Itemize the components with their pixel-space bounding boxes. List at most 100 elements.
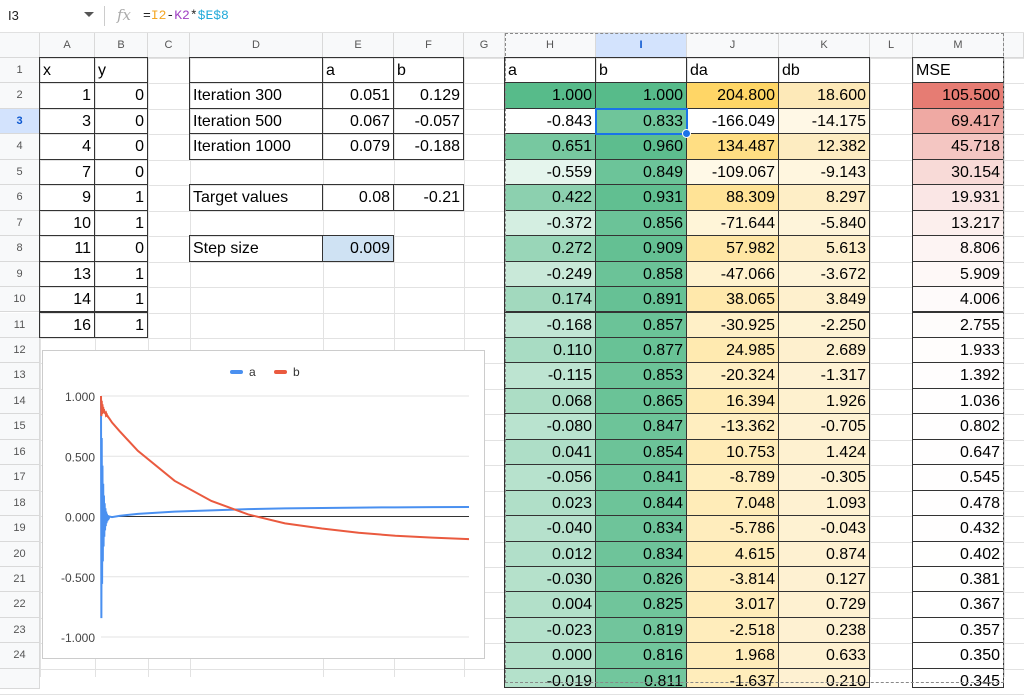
column-header-a[interactable]: A	[40, 33, 95, 58]
b-cell[interactable]: 0.816	[595, 642, 687, 668]
row-header-25[interactable]	[0, 669, 40, 689]
da-cell[interactable]: 7.048	[686, 490, 779, 516]
da-cell[interactable]: 4.615	[686, 541, 779, 567]
b-cell[interactable]: 0.856	[595, 210, 687, 236]
db-cell[interactable]: 1.424	[778, 439, 870, 465]
a-cell[interactable]: 0.041	[504, 439, 596, 465]
data-cell[interactable]: 0	[94, 82, 148, 108]
row-header-3[interactable]: 3	[0, 109, 40, 134]
mse-cell[interactable]: 19.931	[912, 184, 1004, 210]
a-cell[interactable]: 0.110	[504, 337, 596, 363]
data-cell[interactable]: 1	[94, 312, 148, 338]
value-cell[interactable]: 0.051	[322, 82, 394, 108]
db-cell[interactable]: 0.874	[778, 541, 870, 567]
db-cell[interactable]: 12.382	[778, 133, 870, 159]
data-cell[interactable]: 11	[39, 235, 95, 261]
db-cell[interactable]: 5.613	[778, 235, 870, 261]
da-cell[interactable]: 134.487	[686, 133, 779, 159]
mse-cell[interactable]: 0.345	[912, 668, 1004, 688]
db-cell[interactable]: 18.600	[778, 82, 870, 108]
db-cell[interactable]: 0.210	[778, 668, 870, 688]
mse-cell[interactable]: 1.933	[912, 337, 1004, 363]
data-cell[interactable]: 14	[39, 286, 95, 312]
data-cell[interactable]: 0	[94, 108, 148, 134]
target-b[interactable]: -0.21	[393, 184, 464, 210]
mse-cell[interactable]: 69.417	[912, 108, 1004, 134]
row-header-2[interactable]: 2	[0, 83, 40, 108]
a-cell[interactable]: 0.651	[504, 133, 596, 159]
data-cell[interactable]: 7	[39, 159, 95, 185]
a-cell[interactable]: -0.056	[504, 464, 596, 490]
data-cell[interactable]: 9	[39, 184, 95, 210]
mse-cell[interactable]: 45.718	[912, 133, 1004, 159]
data-cell[interactable]: 1	[94, 184, 148, 210]
b-cell[interactable]: 0.844	[595, 490, 687, 516]
row-header-11[interactable]: 11	[0, 313, 40, 338]
column-label[interactable]	[189, 57, 323, 83]
row-header-22[interactable]: 22	[0, 592, 40, 617]
mse-cell[interactable]: 0.357	[912, 617, 1004, 643]
b-cell[interactable]: 0.909	[595, 235, 687, 261]
db-cell[interactable]: -0.705	[778, 413, 870, 439]
b-cell[interactable]: 0.891	[595, 286, 687, 312]
row-header-16[interactable]: 16	[0, 440, 40, 465]
value-cell[interactable]: -0.057	[393, 108, 464, 134]
a-cell[interactable]: 0.004	[504, 591, 596, 617]
row-header-8[interactable]: 8	[0, 236, 40, 261]
step-size-value[interactable]: 0.009	[322, 235, 394, 261]
column-header-d[interactable]: D	[190, 33, 323, 58]
b-cell[interactable]: 0.849	[595, 159, 687, 185]
da-cell[interactable]: -47.066	[686, 261, 779, 287]
column-label[interactable]: y	[94, 57, 148, 83]
target-label[interactable]: Target values	[189, 184, 323, 210]
b-cell[interactable]: 0.931	[595, 184, 687, 210]
mse-cell[interactable]: 5.909	[912, 261, 1004, 287]
db-cell[interactable]: -2.250	[778, 312, 870, 338]
row-header-20[interactable]: 20	[0, 542, 40, 567]
mse-cell[interactable]: 1.036	[912, 388, 1004, 414]
data-cell[interactable]: 16	[39, 312, 95, 338]
a-cell[interactable]: 0.012	[504, 541, 596, 567]
mse-cell[interactable]: 30.154	[912, 159, 1004, 185]
da-cell[interactable]: 204.800	[686, 82, 779, 108]
name-box-dropdown-icon[interactable]	[84, 12, 94, 17]
b-cell[interactable]: 0.826	[595, 566, 687, 592]
db-cell[interactable]: -0.305	[778, 464, 870, 490]
row-label[interactable]: Iteration 500	[189, 108, 323, 134]
a-cell[interactable]: -0.115	[504, 362, 596, 388]
mse-cell[interactable]: 0.402	[912, 541, 1004, 567]
b-cell[interactable]: 0.834	[595, 515, 687, 541]
b-cell[interactable]: 1.000	[595, 82, 687, 108]
data-cell[interactable]: 0	[94, 235, 148, 261]
mse-cell[interactable]: 105.500	[912, 82, 1004, 108]
b-cell[interactable]: 0.819	[595, 617, 687, 643]
a-cell[interactable]: 0.174	[504, 286, 596, 312]
data-cell[interactable]: 0	[94, 159, 148, 185]
db-cell[interactable]: -3.672	[778, 261, 870, 287]
mse-cell[interactable]: 0.432	[912, 515, 1004, 541]
column-header-e[interactable]: E	[323, 33, 394, 58]
column-label[interactable]: a	[504, 57, 596, 83]
target-a[interactable]: 0.08	[322, 184, 394, 210]
b-cell[interactable]: 0.865	[595, 388, 687, 414]
b-cell[interactable]: 0.858	[595, 261, 687, 287]
b-cell[interactable]: 0.854	[595, 439, 687, 465]
column-header-m[interactable]: M	[913, 33, 1004, 58]
mse-cell[interactable]: 2.755	[912, 312, 1004, 338]
db-cell[interactable]: 0.127	[778, 566, 870, 592]
row-header-14[interactable]: 14	[0, 389, 40, 414]
da-cell[interactable]: -2.518	[686, 617, 779, 643]
b-cell[interactable]: 0.833	[595, 108, 687, 134]
row-header-4[interactable]: 4	[0, 134, 40, 159]
db-cell[interactable]: 2.689	[778, 337, 870, 363]
da-cell[interactable]: -166.049	[686, 108, 779, 134]
data-cell[interactable]: 10	[39, 210, 95, 236]
data-cell[interactable]: 1	[39, 82, 95, 108]
mse-cell[interactable]: 0.647	[912, 439, 1004, 465]
select-all-corner[interactable]	[0, 33, 40, 58]
formula-input[interactable]: =I2-K2*$E$8	[143, 8, 229, 23]
data-cell[interactable]: 1	[94, 210, 148, 236]
mse-cell[interactable]: 13.217	[912, 210, 1004, 236]
column-label[interactable]: MSE	[912, 57, 1004, 83]
